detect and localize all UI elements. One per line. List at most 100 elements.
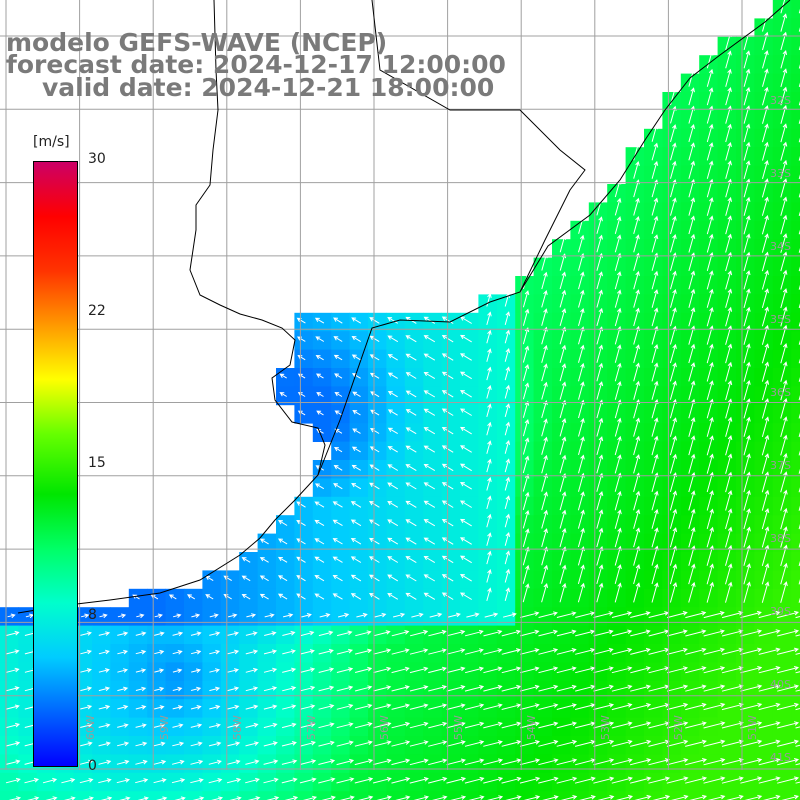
wind-arrow — [387, 446, 398, 453]
wind-arrow — [556, 721, 577, 729]
wind-arrow — [669, 581, 678, 603]
wind-arrow — [575, 648, 596, 655]
wind-arrow — [79, 778, 94, 784]
wind-arrow — [154, 668, 165, 673]
wind-arrow — [486, 513, 492, 528]
wind-arrow — [369, 556, 380, 563]
wind-arrow — [781, 794, 800, 800]
wind-arrow — [669, 508, 678, 529]
wind-cell — [791, 147, 800, 166]
wind-arrow — [596, 307, 604, 327]
wind-arrow — [369, 482, 380, 490]
wind-arrow — [666, 721, 689, 729]
wind-arrow — [688, 142, 696, 161]
wind-arrow — [614, 307, 622, 327]
wind-arrow — [688, 490, 696, 511]
wind-arrow — [135, 723, 147, 728]
wind-arrow — [369, 354, 380, 361]
wind-arrow — [743, 306, 751, 327]
wind-arrow — [703, 721, 726, 729]
wind-arrow — [468, 795, 485, 800]
wind-arrow — [277, 538, 288, 545]
wind-arrow — [504, 311, 511, 326]
wind-arrow — [795, 781, 800, 784]
wind-arrow — [501, 758, 522, 766]
wind-arrow — [651, 490, 659, 511]
wind-arrow — [670, 160, 677, 179]
wind-arrow — [670, 307, 677, 327]
wind-arrow — [538, 721, 559, 729]
wind-arrow — [651, 508, 659, 529]
lon-label: 59W — [158, 715, 171, 740]
wind-arrow — [505, 795, 522, 800]
wind-arrow — [245, 667, 259, 673]
wind-arrow — [725, 160, 732, 179]
wind-arrow — [373, 685, 392, 692]
wind-arrow — [350, 501, 362, 508]
wind-arrow — [391, 648, 410, 655]
wind-arrow — [209, 668, 221, 673]
wind-arrow — [172, 723, 184, 728]
wind-arrow — [777, 610, 800, 619]
wind-arrow — [136, 613, 145, 619]
wind-arrow — [446, 629, 466, 637]
wind-cell — [791, 368, 800, 387]
wind-arrow — [725, 563, 733, 585]
wind-arrow — [596, 582, 604, 603]
wind-arrow — [541, 271, 548, 290]
wind-arrow — [666, 776, 689, 784]
wind-arrow — [332, 593, 343, 600]
wind-arrow — [556, 648, 577, 655]
wind-arrow — [559, 363, 567, 382]
wind-arrow — [350, 556, 362, 563]
wind-arrow — [423, 335, 436, 343]
wind-arrow — [336, 630, 353, 637]
wind-arrow — [423, 390, 436, 398]
wind-arrow — [373, 630, 391, 637]
wind-arrow — [373, 758, 392, 766]
wind-arrow — [630, 666, 651, 674]
wind-arrow — [780, 141, 788, 161]
wind-arrow — [423, 519, 436, 527]
wind-arrow — [336, 648, 354, 655]
wind-arrow — [780, 379, 788, 401]
wind-arrow — [725, 196, 732, 216]
wind-cell — [184, 791, 203, 800]
wind-cell — [791, 110, 800, 130]
wind-arrow — [780, 562, 788, 585]
wind-arrow — [208, 759, 222, 765]
wind-arrow — [780, 13, 788, 32]
lat-label: 33S — [770, 167, 791, 180]
wind-arrow — [172, 650, 183, 655]
wind-arrow — [669, 380, 677, 400]
wind-cell — [533, 791, 553, 800]
wind-arrow — [314, 538, 325, 545]
wind-arrow — [688, 362, 696, 382]
wind-arrow — [423, 408, 436, 416]
wind-arrow — [762, 159, 769, 180]
wind-arrow — [79, 759, 94, 765]
wind-arrow — [761, 489, 770, 511]
wind-arrow — [522, 327, 530, 345]
wind-cell — [441, 791, 461, 800]
wind-arrow — [6, 686, 20, 692]
wind-cell — [257, 791, 277, 800]
wind-arrow — [596, 381, 604, 400]
wind-arrow — [522, 455, 530, 474]
wind-arrow — [284, 795, 299, 800]
wind-arrow — [559, 234, 567, 253]
wind-arrow — [42, 777, 58, 784]
wind-arrow — [279, 373, 287, 379]
wind-arrow — [227, 686, 240, 692]
wind-arrow — [432, 795, 448, 800]
wind-arrow — [168, 594, 177, 600]
wind-arrow — [446, 648, 466, 655]
wind-arrow — [172, 613, 182, 619]
wind-cell — [239, 791, 258, 800]
wind-arrow — [405, 464, 417, 472]
wind-arrow — [314, 593, 325, 600]
wind-arrow — [460, 574, 472, 582]
lat-lon-grid — [0, 0, 800, 770]
wind-arrow — [522, 400, 530, 418]
wind-arrow — [314, 519, 325, 527]
